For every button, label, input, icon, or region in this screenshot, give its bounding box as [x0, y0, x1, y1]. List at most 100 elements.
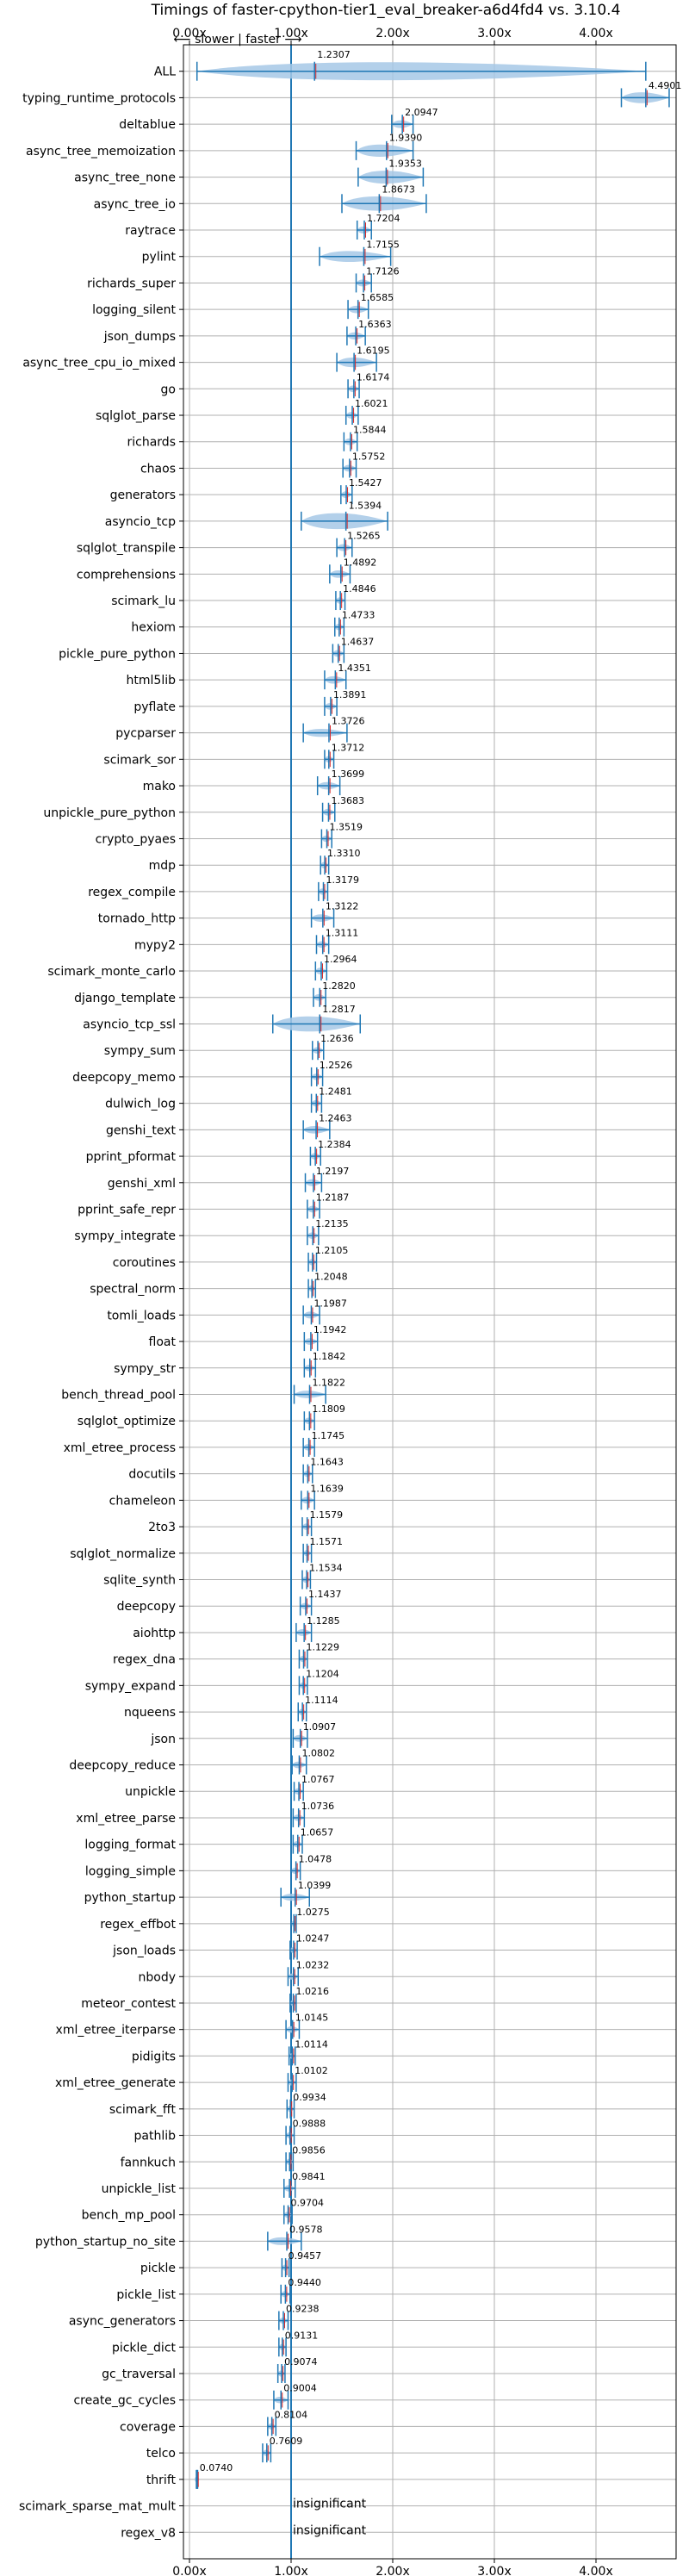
- category-label: pickle_dict: [112, 2341, 177, 2355]
- violin-row: [307, 1226, 320, 1246]
- violin-row: [292, 1808, 306, 1827]
- data-label: 1.0736: [301, 1801, 335, 1812]
- data-label: 1.5427: [349, 477, 382, 488]
- category-label: crypto_pyaes: [96, 832, 176, 846]
- data-label: 1.5752: [352, 451, 386, 462]
- data-label: 1.2187: [316, 1192, 350, 1203]
- data-label: 1.3712: [332, 742, 365, 753]
- category-label: json_dumps: [103, 330, 176, 344]
- category-label: scimark_sparse_mat_mult: [19, 2500, 176, 2514]
- category-label: tornado_http: [98, 912, 176, 926]
- category-label: xml_etree_generate: [55, 2076, 176, 2090]
- violin-row: [303, 1332, 319, 1352]
- category-label: create_gc_cycles: [73, 2394, 176, 2408]
- violin-row: [289, 1940, 298, 1960]
- category-label: django_template: [74, 992, 176, 1005]
- category-label: scimark_lu: [111, 594, 176, 608]
- category-label: coverage: [120, 2420, 176, 2434]
- data-label: 0.9578: [289, 2224, 323, 2235]
- data-label: 1.1534: [309, 1563, 343, 1574]
- violin-row: [286, 2099, 295, 2119]
- category-label: sqlglot_transpile: [77, 542, 176, 556]
- category-label: unpickle_list: [102, 2182, 177, 2196]
- category-label: async_generators: [69, 2315, 176, 2329]
- category-label: xml_etree_process: [64, 1441, 176, 1455]
- category-label: hexiom: [131, 621, 176, 635]
- data-label: 1.9353: [388, 159, 422, 170]
- category-label: regex_v8: [121, 2526, 176, 2540]
- data-label: 1.9390: [389, 132, 423, 143]
- violin-row: [301, 511, 388, 531]
- category-label: async_tree_io: [94, 197, 176, 211]
- data-label: 1.2307: [317, 49, 351, 60]
- category-label: nqueens: [124, 1706, 176, 1720]
- category-label: richards: [127, 436, 177, 450]
- violin-row: [347, 300, 369, 320]
- data-label: 1.4351: [338, 663, 371, 674]
- data-label: 1.2048: [314, 1272, 348, 1283]
- x-tick-label-top: 4.00x: [579, 27, 612, 40]
- data-label: 0.9704: [291, 2198, 325, 2209]
- x-tick-label-top: 1.00x: [274, 27, 307, 40]
- violin-row: [343, 432, 358, 451]
- x-tick-label-top: 3.00x: [477, 27, 511, 40]
- x-tick-label-bottom: 0.00x: [172, 2565, 206, 2576]
- category-label: tomli_loads: [107, 1309, 176, 1322]
- data-label: 1.3699: [332, 768, 365, 780]
- category-label: sympy_str: [114, 1362, 176, 1376]
- x-tick-label-bottom: 3.00x: [477, 2565, 511, 2576]
- grid-layer: [183, 40, 676, 2563]
- violin-row: [302, 1120, 331, 1140]
- data-label: 0.8104: [275, 2409, 308, 2420]
- category-label: chameleon: [109, 1494, 176, 1508]
- violin-row: [307, 1279, 317, 1298]
- data-label: 1.4846: [343, 583, 376, 594]
- violin-row: [295, 1622, 313, 1642]
- data-label: 1.3726: [332, 716, 365, 727]
- data-label: 1.0102: [295, 2065, 328, 2076]
- label-layer: 0.00x 0.00x 1.00x 1.00x 2.00x 2.00x 3.00x 3.00x…: [19, 27, 681, 2576]
- violin-row: [316, 776, 341, 796]
- violin-row: [288, 2046, 296, 2066]
- category-label: sqlite_synth: [103, 1574, 176, 1588]
- data-label: 1.6021: [355, 398, 388, 409]
- data-label: 1.3122: [326, 901, 359, 912]
- category-label: xml_etree_iterparse: [56, 2024, 176, 2038]
- violin-row: [302, 1305, 320, 1325]
- category-label: regex_compile: [88, 886, 176, 899]
- data-label: 1.3683: [331, 795, 364, 806]
- violin-row: [340, 485, 353, 505]
- category-label: deepcopy_reduce: [69, 1759, 176, 1773]
- data-label: 0.9440: [288, 2277, 321, 2288]
- category-label: sympy_integrate: [74, 1229, 176, 1243]
- category-label: logging_simple: [85, 1864, 176, 1878]
- data-label: 1.3111: [326, 927, 359, 938]
- data-label: 1.0478: [299, 1853, 332, 1864]
- violin-row: [336, 538, 353, 557]
- violin-row: [301, 1490, 315, 1510]
- plot-frame: [183, 44, 677, 2560]
- category-label: sympy_expand: [85, 1679, 176, 1693]
- violin-row: [292, 1728, 308, 1748]
- data-label: 1.1437: [308, 1589, 342, 1600]
- violin-row: [347, 379, 360, 399]
- violin-row: [301, 1570, 312, 1590]
- violin-row: [273, 2390, 289, 2410]
- insignificant-label: insignificant: [293, 2523, 367, 2537]
- category-label: aiohttp: [133, 1627, 176, 1640]
- violin-row: [297, 1702, 307, 1722]
- violin-row: [276, 2363, 286, 2383]
- violin-row: [302, 1464, 313, 1484]
- violin-row: [280, 1888, 310, 1907]
- data-label: 1.1987: [313, 1297, 347, 1309]
- data-label: 1.1285: [307, 1615, 340, 1627]
- category-label: deltablue: [119, 118, 176, 132]
- data-label: 0.9004: [283, 2383, 317, 2394]
- category-label: genshi_text: [106, 1123, 177, 1137]
- data-label: 0.0740: [200, 2462, 233, 2473]
- violin-row: [321, 802, 336, 822]
- category-label: deepcopy: [117, 1600, 176, 1614]
- data-label: 1.7126: [366, 265, 400, 277]
- violin-row: [302, 1543, 313, 1563]
- x-tick-label-top: 0.00x: [172, 27, 206, 40]
